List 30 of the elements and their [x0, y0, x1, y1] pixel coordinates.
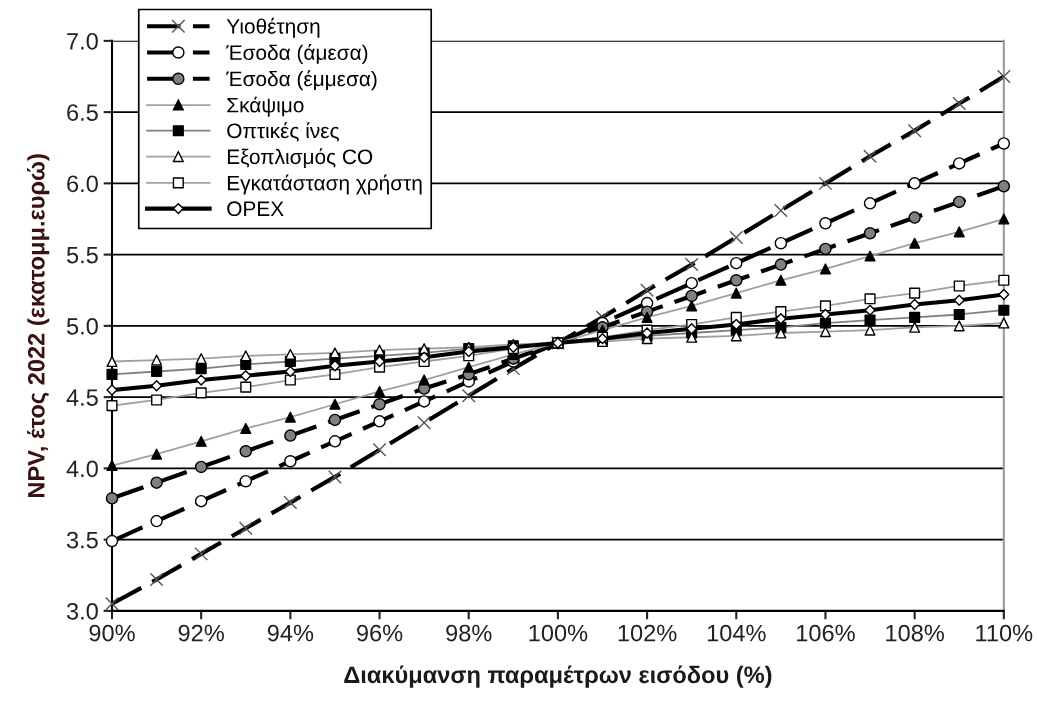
y-tick-label: 4.5: [66, 389, 98, 406]
y-tick-label: 3.5: [66, 531, 98, 549]
x-axis-title: Διακύμανση παραμέτρων εισόδου (%): [344, 665, 772, 688]
y-tick-label: 3.0: [66, 602, 98, 620]
x-tick-label: 94%: [267, 624, 314, 642]
y-tick-label: 7.0: [67, 32, 98, 50]
legend-label: Έσοδα (έμμεσα): [226, 70, 377, 91]
x-tick-label: 102%: [618, 624, 677, 642]
x-tick-label: 92%: [178, 624, 224, 642]
x-tick-label: 100%: [529, 624, 588, 642]
x-tick-label: 108%: [886, 624, 944, 642]
x-tick-label: 96%: [357, 624, 403, 642]
x-tick-label: 104%: [707, 624, 766, 642]
legend-label: Εξοπλισμός CO: [227, 148, 373, 168]
y-tick-label: 6.5: [67, 104, 98, 121]
legend-label: Εγκατάσταση χρήστη: [227, 174, 422, 195]
legend-label: Υιοθέτηση: [226, 17, 320, 38]
y-axis-title: NPV, έτος 2022 (εκατομμ.ευρώ): [27, 154, 50, 498]
y-tick-label: 5.0: [66, 317, 98, 335]
x-tick-label: 90%: [89, 624, 135, 642]
y-tick-label: 5.5: [66, 246, 98, 264]
x-tick-label: 106%: [797, 624, 855, 642]
x-tick-label: 110%: [976, 624, 1033, 642]
x-tick-label: 98%: [446, 624, 492, 642]
legend-label: Οπτικές ίνες: [227, 122, 339, 142]
legend-label: Έσοδα (άμεσα): [226, 44, 368, 65]
legend-label: Σκάψιμο: [227, 96, 304, 117]
y-tick-label: 4.0: [66, 460, 98, 478]
legend-label: OPEX: [227, 201, 284, 217]
y-tick-label: 6.0: [67, 175, 98, 193]
